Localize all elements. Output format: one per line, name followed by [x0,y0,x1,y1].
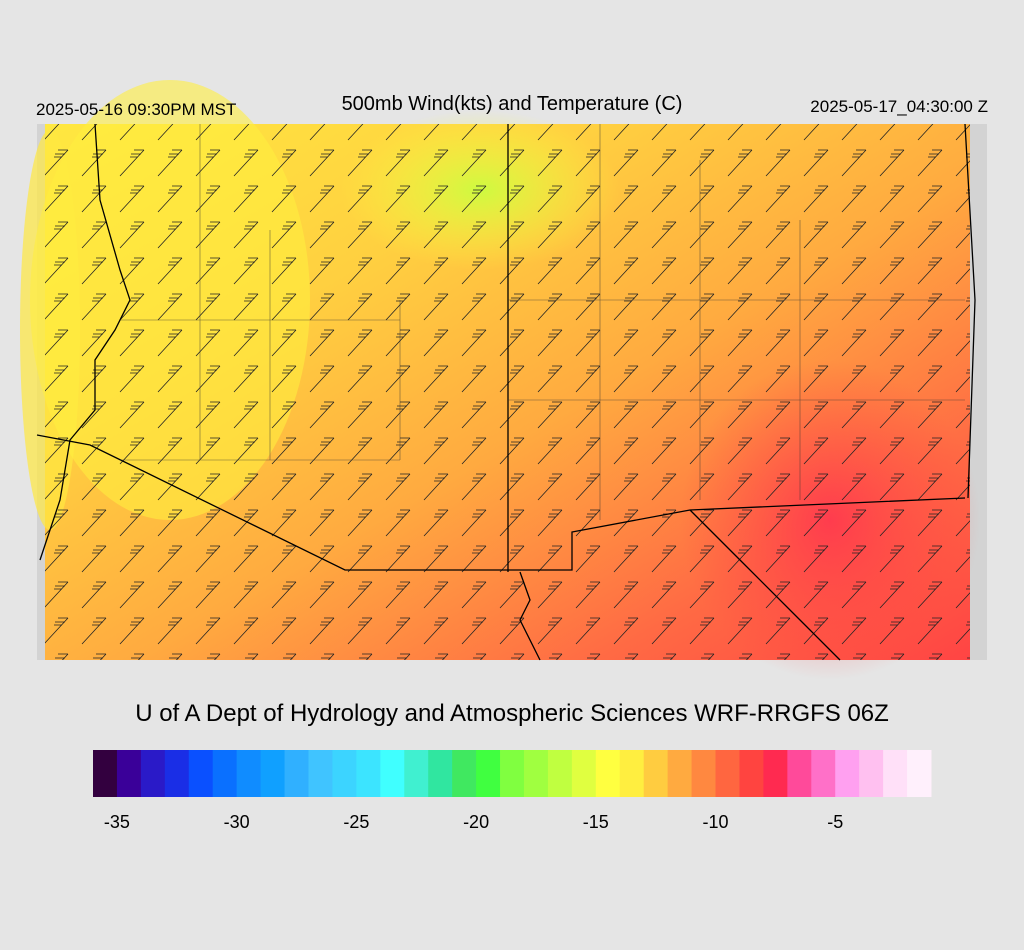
colorbar-swatch [380,750,405,797]
state-border [964,123,976,499]
colorbar-swatch [476,750,501,797]
colorbar-swatch [907,750,932,797]
colorbar-swatch [787,750,812,797]
colorbar-tick-label: -15 [583,812,609,832]
colorbar-swatch [691,750,717,797]
credit: U of A Dept of Hydrology and Atmospheric… [135,700,889,727]
river [39,123,131,561]
colorbar-swatch [667,750,693,797]
county-lines [120,124,965,520]
colorbar-swatch [164,750,190,797]
colorbar-tick-label: -10 [703,812,729,832]
river [519,571,541,661]
colorbar-swatch [739,750,764,797]
colorbar-swatch [715,750,740,797]
colorbar-swatch [595,750,621,797]
colorbar-swatch [547,750,573,797]
colorbar-swatch [643,750,669,797]
colorbar-swatch [236,750,262,797]
colorbar: -35 -30 -25 -20 -15 -10 -5 [93,750,932,832]
colorbar-swatch [140,750,166,797]
colorbar-tick-label: -35 [104,812,130,832]
river [689,509,841,661]
colorbar-swatch [116,750,142,797]
colorbar-swatch [284,750,309,797]
colorbar-tick-label: -5 [827,812,843,832]
borders [36,123,976,661]
colorbar-swatch [428,750,453,797]
colorbar-tick-label: -20 [463,812,489,832]
colorbar-swatch [619,750,645,797]
colorbar-swatch [308,750,333,797]
colorbar-swatch [188,750,214,797]
colorbar-swatch [883,750,908,797]
colorbar-swatch [523,750,549,797]
colorbar-swatch [811,750,836,797]
colorbar-swatch [332,750,357,797]
title: 500mb Wind(kts) and Temperature (C) [342,93,683,115]
colorbar-swatch [356,750,381,797]
colorbar-swatch [93,750,118,797]
colorbar-swatch [859,750,884,797]
colorbar-swatch [571,750,597,797]
colorbar-swatch [260,750,286,797]
colorbar-swatch [500,750,525,797]
valid-time-utc: 2025-05-17_04:30:00 Z [810,97,988,116]
colorbar-swatch [763,750,788,797]
map [20,80,987,680]
colorbar-swatch [212,750,238,797]
colorbar-tick-label: -30 [224,812,250,832]
valid-time-local: 2025-05-16 09:30PM MST [36,100,236,119]
colorbar-swatch [452,750,477,797]
colorbar-swatch [404,750,429,797]
colorbar-swatch [835,750,860,797]
colorbar-tick-label: -25 [343,812,369,832]
